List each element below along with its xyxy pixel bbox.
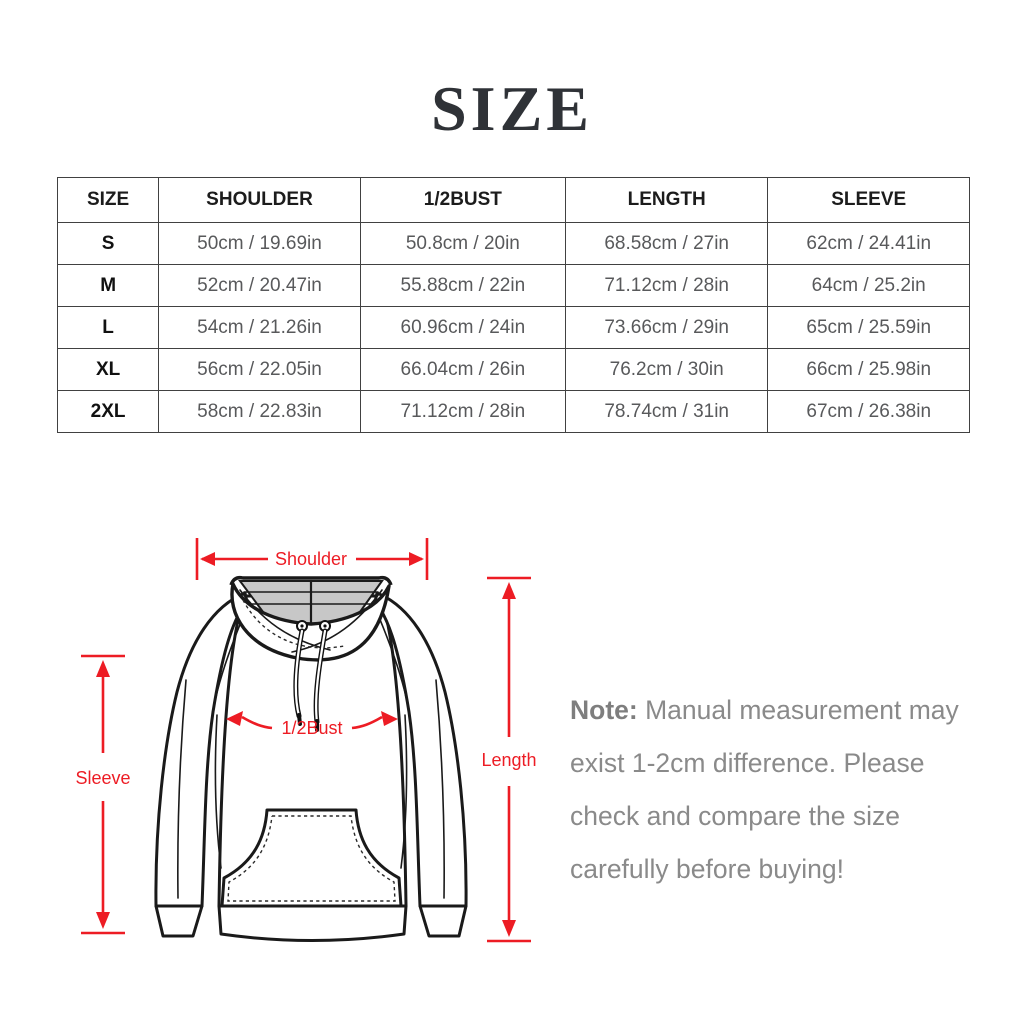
table-cell: 64cm / 25.2in <box>767 264 970 307</box>
header-cell-length: LENGTH <box>564 177 769 223</box>
shoulder-label: Shoulder <box>275 549 347 569</box>
left-cuff <box>154 904 204 938</box>
note-text: Note: Manual measurement may exist 1-2cm… <box>570 684 962 896</box>
table-cell: 58cm / 22.83in <box>158 390 361 433</box>
table-cell: 55.88cm / 22in <box>359 264 566 307</box>
size-label: S <box>56 222 160 265</box>
table-row: S 50cm / 19.69in 50.8cm / 20in 68.58cm /… <box>56 222 970 265</box>
note-label: Note: <box>570 695 638 725</box>
table-cell: 60.96cm / 24in <box>359 306 566 349</box>
table-cell: 50cm / 19.69in <box>158 222 361 265</box>
header-cell-sleeve: SLEEVE <box>767 177 970 223</box>
note-body: Manual measurement may exist 1-2cm diffe… <box>570 695 959 884</box>
length-arrow: Length <box>481 576 537 943</box>
table-cell: 71.12cm / 28in <box>359 390 566 433</box>
table-cell: 54cm / 21.26in <box>158 306 361 349</box>
table-cell: 67cm / 26.38in <box>767 390 970 433</box>
bust-arrow: 1/2Bust <box>226 711 398 738</box>
length-label: Length <box>481 750 536 770</box>
table-cell: 66cm / 25.98in <box>767 348 970 391</box>
table-cell: 78.74cm / 31in <box>564 390 769 433</box>
size-label: XL <box>56 348 160 391</box>
hoodie-illustration <box>154 575 468 942</box>
right-cuff <box>418 904 468 938</box>
table-cell: 68.58cm / 27in <box>564 222 769 265</box>
table-cell: 62cm / 24.41in <box>767 222 970 265</box>
header-cell-size: SIZE <box>56 177 160 223</box>
size-label: 2XL <box>56 390 160 433</box>
size-table: SIZE SHOULDER 1/2BUST LENGTH SLEEVE S 50… <box>56 177 970 433</box>
sleeve-arrow: Sleeve <box>75 654 131 935</box>
table-cell: 50.8cm / 20in <box>359 222 566 265</box>
bust-label: 1/2Bust <box>281 718 342 738</box>
waistband <box>217 904 408 942</box>
table-cell: 52cm / 20.47in <box>158 264 361 307</box>
size-label: M <box>56 264 160 307</box>
table-cell: 71.12cm / 28in <box>564 264 769 307</box>
size-label: L <box>56 306 160 349</box>
page-title: SIZE <box>431 73 593 144</box>
table-row: M 52cm / 20.47in 55.88cm / 22in 71.12cm … <box>56 264 970 307</box>
cowl-collar <box>230 582 391 662</box>
sleeve-label: Sleeve <box>75 768 130 788</box>
table-header-row: SIZE SHOULDER 1/2BUST LENGTH SLEEVE <box>56 177 970 223</box>
table-cell: 66.04cm / 26in <box>359 348 566 391</box>
table-row: 2XL 58cm / 22.83in 71.12cm / 28in 78.74c… <box>56 390 970 433</box>
drawstrings <box>293 628 328 732</box>
table-cell: 73.66cm / 29in <box>564 306 769 349</box>
shoulder-arrow: Shoulder <box>195 538 429 580</box>
header-cell-bust: 1/2BUST <box>359 177 566 223</box>
